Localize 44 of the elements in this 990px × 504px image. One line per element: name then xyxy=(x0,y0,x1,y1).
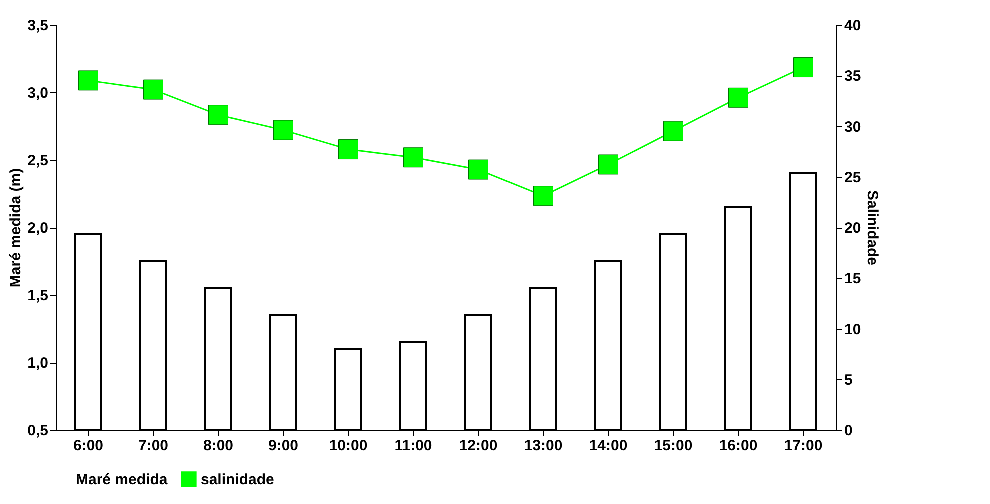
legend-label: salinidade xyxy=(201,471,274,488)
x-tick-label: 13:00 xyxy=(524,438,563,454)
x-tick-label: 11:00 xyxy=(394,438,432,454)
y2-tick-label: 40 xyxy=(844,18,862,34)
point xyxy=(728,88,748,108)
y2-tick-label: 10 xyxy=(844,321,862,338)
y-tick-label: 3,0 xyxy=(28,85,48,102)
point xyxy=(208,105,228,126)
point xyxy=(144,80,164,100)
point xyxy=(78,70,98,91)
x-tick-label: 7:00 xyxy=(138,438,169,454)
y2-tick-label: 30 xyxy=(844,118,862,136)
point xyxy=(794,58,814,78)
point xyxy=(468,160,488,180)
text: Maré medida xyxy=(76,471,168,488)
point xyxy=(534,186,554,206)
point xyxy=(274,120,294,140)
y-axis-title: Maré medida (m) xyxy=(8,168,25,288)
point xyxy=(338,140,358,160)
y-tick-label: 2,0 xyxy=(28,220,48,237)
y2-tick-label: 25 xyxy=(844,169,862,186)
point xyxy=(404,148,424,168)
x-tick-label: 6:00 xyxy=(73,438,104,454)
y2-tick-label: 20 xyxy=(844,220,862,237)
y2-tick-label: 5 xyxy=(844,372,853,389)
x-tick-label: 12:00 xyxy=(459,438,498,454)
y-tick-label: 2,5 xyxy=(28,152,48,170)
x-tick-label: 15:00 xyxy=(654,438,693,454)
y2-tick-label: 15 xyxy=(844,270,862,288)
y2-axis-title: Salinidade xyxy=(864,190,882,266)
x-tick-label: 14:00 xyxy=(589,438,628,454)
y2-tick-label: 0 xyxy=(844,422,853,440)
x-tick-label: 16:00 xyxy=(719,438,758,454)
x-tick-label: 8:00 xyxy=(203,438,234,454)
y-tick-label: 3,5 xyxy=(28,18,48,34)
point xyxy=(664,121,684,142)
y2-tick-label: 35 xyxy=(844,68,862,86)
point xyxy=(598,154,618,175)
y-tick-label: 0,5 xyxy=(28,422,48,440)
x-tick-label: 9:00 xyxy=(268,438,299,454)
y-tick-label: 1,5 xyxy=(28,288,48,304)
x-tick-label: 17:00 xyxy=(784,438,823,454)
y-tick-label: 1,0 xyxy=(28,355,48,372)
x-tick-label: 10:00 xyxy=(329,438,368,454)
